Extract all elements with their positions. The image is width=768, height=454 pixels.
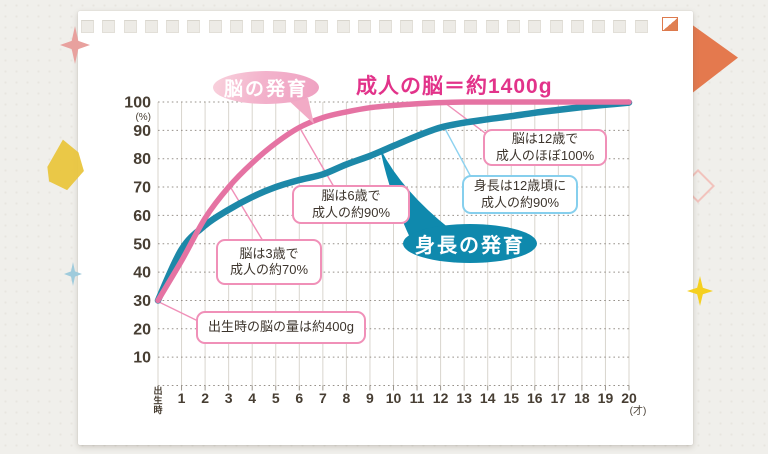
x-tick-label: 1 xyxy=(178,390,186,406)
x-tick-label: 14 xyxy=(480,390,496,406)
callout-line: 脳は12歳で xyxy=(511,131,579,146)
notebook-square xyxy=(528,20,542,33)
notebook-square xyxy=(208,20,222,33)
notebook-square xyxy=(379,20,393,33)
x-tick-label: 15 xyxy=(503,390,519,406)
x-tick-label: 9 xyxy=(366,390,374,406)
x-tick-label: 13 xyxy=(456,390,472,406)
height-bubble-tail xyxy=(380,148,450,242)
x-tick-label: 2 xyxy=(201,390,209,406)
pink-leader-line xyxy=(444,102,486,134)
x-tick-label: 3 xyxy=(225,390,233,406)
notebook-square xyxy=(336,20,350,33)
legend-brain-label: 脳の発育 xyxy=(223,79,308,100)
y-tick-label: 50 xyxy=(133,236,151,253)
y-tick-label: 90 xyxy=(133,123,151,140)
bubble-tails xyxy=(287,98,450,242)
x-tick-label: 18 xyxy=(574,390,590,406)
blue-leader-line xyxy=(442,124,472,178)
notebook-square xyxy=(592,20,606,33)
chart-title: 成人の脳＝約1400g xyxy=(356,75,553,98)
y-tick-label: 80 xyxy=(133,151,151,168)
notebook-square xyxy=(506,20,520,33)
x-birth-label-char: 出 xyxy=(153,385,162,396)
x-tick-label: 10 xyxy=(386,390,402,406)
notebook-square xyxy=(613,20,627,33)
pink-leader-line xyxy=(158,301,199,322)
notebook-square xyxy=(400,20,414,33)
callout-line: 成人の約70% xyxy=(229,262,309,277)
callout-line: 出生時の脳の量は約400g xyxy=(208,319,354,335)
notebook-square xyxy=(634,20,648,33)
y-tick-label: 10 xyxy=(133,350,151,367)
brain-bubble-tail xyxy=(287,98,314,124)
x-birth-label-char: 時 xyxy=(153,404,162,415)
notebook-square xyxy=(81,20,94,33)
notebook-square xyxy=(421,20,435,33)
x-tick-label: 4 xyxy=(248,390,256,406)
notebook-square xyxy=(166,20,180,33)
y-tick-label: 60 xyxy=(133,208,151,225)
callout-line: 成人の約90% xyxy=(311,204,391,220)
notebook-square xyxy=(357,20,371,33)
legend-height-label: 身長の発育 xyxy=(415,235,525,257)
x-tick-label: 17 xyxy=(551,390,567,406)
legend-bubble-height: 身長の発育 xyxy=(403,224,537,263)
x-tick-label: 6 xyxy=(295,390,303,406)
x-tick-label: 20 xyxy=(621,390,637,406)
callout-leader-lines xyxy=(158,102,486,322)
chart-page-panel xyxy=(78,11,693,445)
pink-leader-line xyxy=(230,187,264,242)
x-birth-label-char: 生 xyxy=(153,395,162,406)
notebook-square xyxy=(187,20,201,33)
photo-corner-icon xyxy=(662,17,678,31)
height-growth-curve xyxy=(154,99,633,304)
x-tick-label: 19 xyxy=(598,390,614,406)
notebook-square xyxy=(123,20,137,33)
callout-line: 成人のほぼ100% xyxy=(495,147,595,163)
notebook-square xyxy=(102,20,116,33)
legend-bubble-brain: 脳の発育 xyxy=(213,71,319,104)
y-tick-label: 70 xyxy=(133,180,151,197)
x-tick-label: 16 xyxy=(527,390,543,406)
y-tick-label: 100 xyxy=(124,95,151,112)
callout-birth-brain-weight: 出生時の脳の量は約400g xyxy=(196,311,366,344)
notebook-square xyxy=(251,20,265,33)
notebook-square xyxy=(272,20,286,33)
x-axis-unit-label: (才) xyxy=(630,404,647,417)
x-tick-label: 5 xyxy=(272,390,280,406)
notebook-square xyxy=(443,20,457,33)
notebook-square xyxy=(315,20,329,33)
callout-line: 脳は3歳で xyxy=(239,245,299,261)
pink-leader-line xyxy=(300,129,335,188)
y-tick-label: 20 xyxy=(133,321,151,338)
x-tick-label: 8 xyxy=(343,390,351,406)
notebook-square xyxy=(570,20,584,33)
callout-line: 脳は6歳で xyxy=(321,188,381,203)
notebook-square xyxy=(485,20,499,33)
callout-line: 成人の約90% xyxy=(480,194,560,210)
data-curves xyxy=(154,99,633,304)
callout-height-age12: 身長は12歳頃に 成人の約90% xyxy=(462,175,578,214)
callout-brain-age12: 脳は12歳で 成人のほぼ100% xyxy=(483,129,607,166)
brain-growth-curve xyxy=(155,99,632,304)
notebook-square xyxy=(464,20,478,33)
x-tick-label: 7 xyxy=(319,390,327,406)
notebook-square xyxy=(144,20,158,33)
y-tick-label: 40 xyxy=(133,265,151,282)
y-tick-label: 30 xyxy=(133,293,151,310)
notebook-square xyxy=(549,20,563,33)
x-tick-label: 12 xyxy=(433,390,449,406)
notebook-square xyxy=(230,20,244,33)
callout-brain-age3: 脳は3歳で 成人の約70% xyxy=(216,239,322,285)
notebook-squares-strip xyxy=(81,20,648,33)
callout-brain-age6: 脳は6歳で 成人の約90% xyxy=(292,185,410,224)
y-axis-unit-label: (%) xyxy=(135,112,151,123)
x-tick-label: 11 xyxy=(410,390,425,406)
notebook-square xyxy=(293,20,307,33)
callout-line: 身長は12歳頃に xyxy=(473,178,567,193)
